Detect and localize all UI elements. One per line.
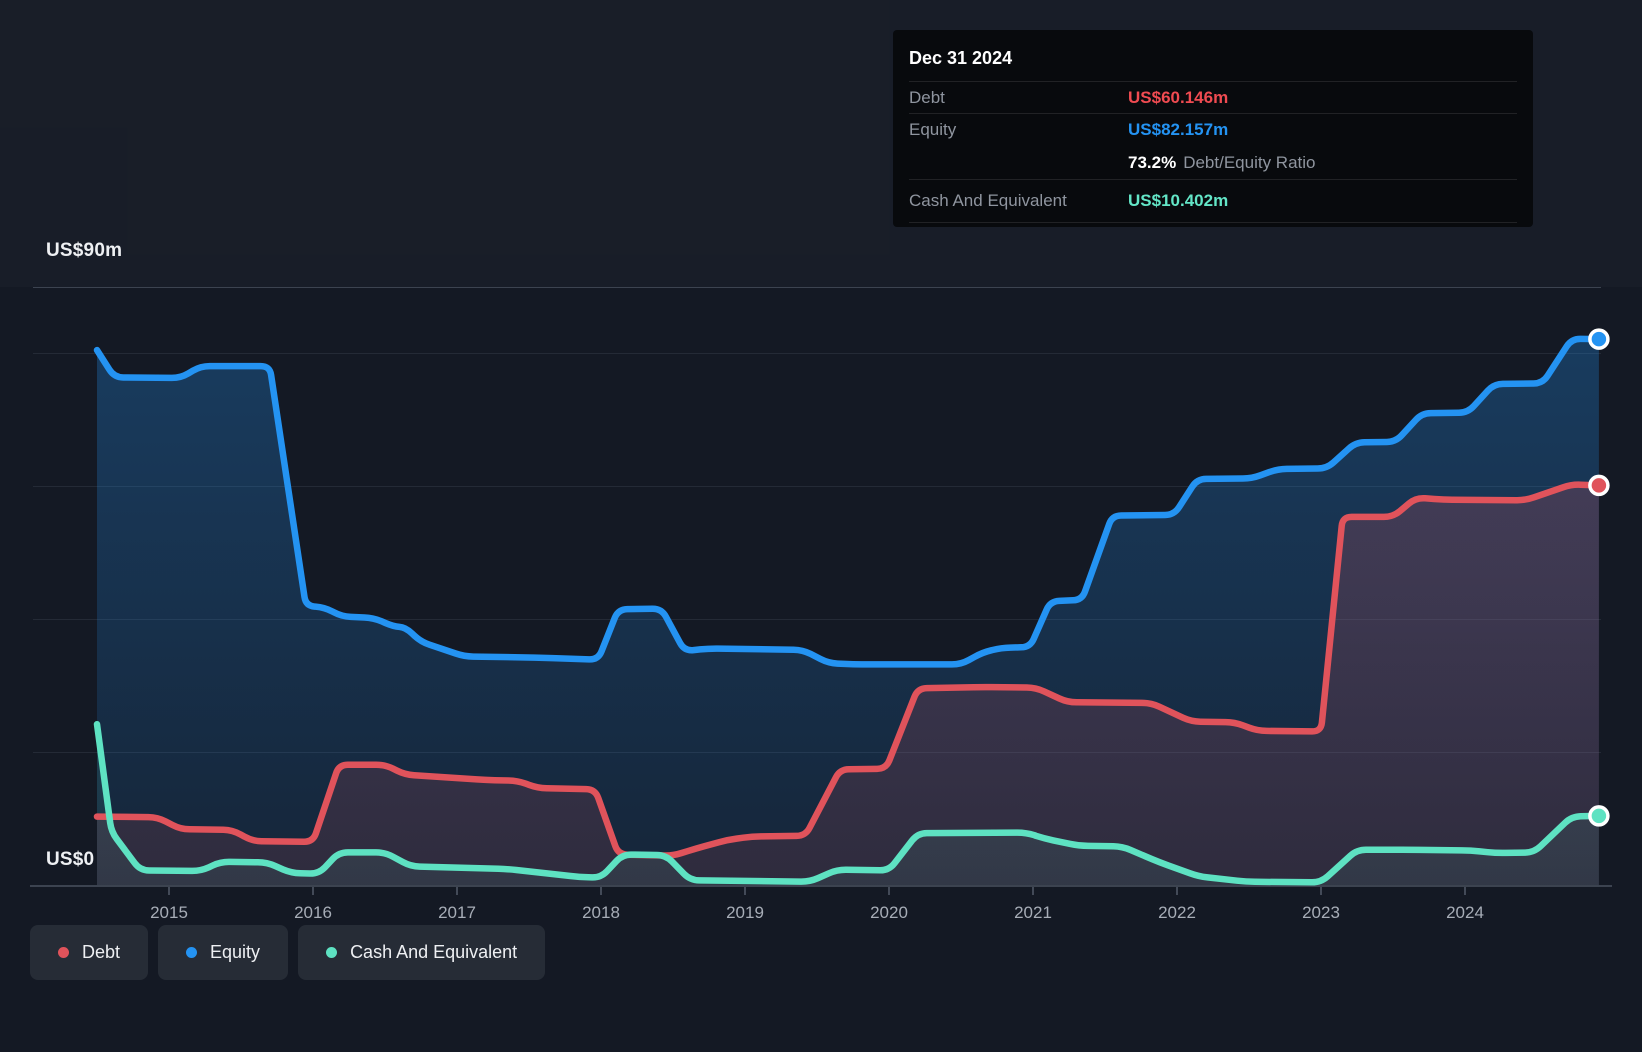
tooltip-date: Dec 31 2024 bbox=[909, 30, 1517, 82]
legend-item-label: Equity bbox=[210, 942, 261, 962]
x-axis-tick-2016 bbox=[312, 887, 314, 895]
x-axis-label-2015: 2015 bbox=[150, 903, 188, 922]
tooltip-row-cash: Cash And Equivalent US$10.402m bbox=[909, 180, 1517, 223]
tooltip-equity-value: US$82.157m bbox=[1128, 120, 1229, 139]
x-axis-label-2019: 2019 bbox=[726, 903, 764, 922]
equity-legend-dot-icon bbox=[186, 947, 198, 958]
legend-item-label: Debt bbox=[82, 942, 121, 962]
tooltip: Dec 31 2024 Debt US$60.146m Equity US$82… bbox=[893, 30, 1533, 227]
x-axis-label-2020: 2020 bbox=[870, 903, 908, 922]
legend-item-label: Cash And Equivalent bbox=[350, 942, 518, 962]
x-axis-tick-2018 bbox=[600, 887, 602, 895]
x-axis-label-2022: 2022 bbox=[1158, 903, 1196, 922]
x-axis-label-2021: 2021 bbox=[1014, 903, 1052, 922]
y-axis-max-label: US$90m bbox=[46, 240, 123, 261]
cash-and-equivalent-line bbox=[93, 720, 1603, 886]
x-axis-tick-2023 bbox=[1320, 887, 1322, 895]
tooltip-debt-label: Debt bbox=[909, 87, 945, 107]
tooltip-row-debt: Debt US$60.146m bbox=[909, 82, 1517, 114]
y-axis-zero-label: US$0 bbox=[46, 849, 95, 870]
tooltip-debt-value: US$60.146m bbox=[1128, 87, 1229, 107]
x-axis-label-2024: 2024 bbox=[1446, 903, 1484, 922]
legend-item-equity[interactable]: Equity bbox=[158, 925, 289, 980]
x-axis-label-2023: 2023 bbox=[1302, 903, 1340, 922]
x-axis-tick-2022 bbox=[1176, 887, 1178, 895]
debt-legend-dot-icon bbox=[58, 947, 69, 958]
legend-item-debt[interactable]: Debt bbox=[30, 925, 149, 980]
tooltip-cash-value: US$10.402m bbox=[1128, 191, 1229, 210]
gridline-80m bbox=[33, 353, 1601, 354]
cash-and-equivalent-legend-dot-icon bbox=[326, 947, 338, 958]
tooltip-cash-label: Cash And Equivalent bbox=[909, 191, 1067, 210]
x-axis-line bbox=[30, 885, 1612, 887]
x-axis-label-2016: 2016 bbox=[294, 903, 332, 922]
equity-endpoint-marker[interactable] bbox=[1588, 328, 1610, 350]
cash-and-equivalent-area-fill bbox=[97, 724, 1599, 885]
tooltip-ratio-value: 73.2% bbox=[1128, 152, 1177, 172]
tooltip-ratio-label: Debt/Equity Ratio bbox=[1183, 152, 1316, 172]
legend: Debt Equity Cash And Equivalent bbox=[30, 925, 546, 980]
tooltip-row-ratio: 73.2% Debt/Equity Ratio bbox=[909, 146, 1517, 180]
x-axis-label-2017: 2017 bbox=[438, 903, 476, 922]
gridline-90m bbox=[33, 287, 1601, 288]
x-axis-tick-2021 bbox=[1032, 887, 1034, 895]
tooltip-equity-label: Equity bbox=[909, 120, 957, 139]
x-axis-tick-2015 bbox=[168, 887, 170, 895]
gridline-60m bbox=[33, 486, 1601, 487]
x-axis-tick-2017 bbox=[456, 887, 458, 895]
x-axis-tick-2020 bbox=[888, 887, 890, 895]
equity-line bbox=[93, 335, 1603, 668]
x-axis-tick-2019 bbox=[744, 887, 746, 895]
legend-item-cash-and-equivalent[interactable]: Cash And Equivalent bbox=[298, 925, 546, 980]
x-axis-tick-2024 bbox=[1464, 887, 1466, 895]
debt-endpoint-marker[interactable] bbox=[1588, 474, 1610, 497]
tooltip-row-equity: Equity US$82.157m bbox=[909, 114, 1517, 146]
debt-area-fill bbox=[97, 484, 1599, 885]
gridline-40m bbox=[33, 619, 1601, 620]
cash-and-equivalent-endpoint-marker[interactable] bbox=[1588, 805, 1610, 827]
debt-line bbox=[93, 481, 1603, 859]
x-axis-label-2018: 2018 bbox=[582, 903, 620, 922]
